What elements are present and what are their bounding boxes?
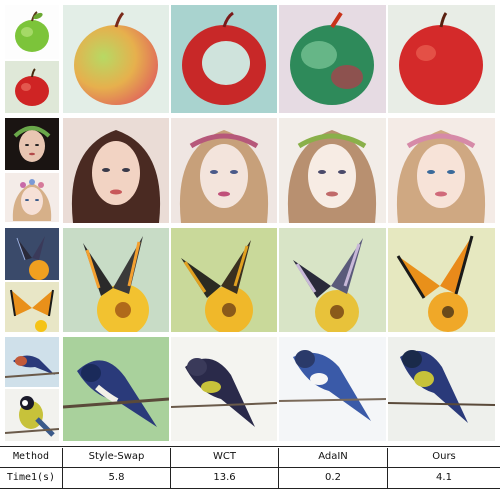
bird-content-image: [5, 337, 59, 387]
table-divider: [387, 448, 388, 488]
time-ours: 4.1: [436, 472, 452, 483]
bird-ours-result: [388, 337, 495, 441]
time-wct: 13.6: [213, 472, 236, 483]
portrait-wct-result: [171, 118, 277, 223]
portrait-style-swap-result: [63, 118, 169, 223]
method-style-swap: Style-Swap: [88, 451, 145, 462]
bird-wct-result: [171, 337, 277, 441]
method-ours: Ours: [432, 451, 456, 462]
method-adain: AdaIN: [318, 451, 348, 462]
table-divider: [62, 448, 63, 488]
portrait-style-image: [5, 173, 59, 222]
apple-wct-result: [171, 5, 277, 113]
butterfly-style-swap-result: [63, 228, 169, 332]
table-mid-rule: [0, 467, 500, 468]
bird-style-image: [5, 389, 59, 441]
apple-ours-result: [388, 5, 495, 113]
apple-style-swap-result: [63, 5, 169, 113]
butterfly-wct-result: [171, 228, 277, 332]
method-header: Method: [12, 451, 50, 462]
butterfly-adain-result: [279, 228, 386, 332]
time-style-swap: 5.8: [108, 472, 125, 483]
portrait-content-image: [5, 118, 59, 170]
table-top-rule: [0, 446, 500, 447]
bird-adain-result: [279, 337, 386, 441]
table-divider: [170, 448, 171, 488]
apple-style-image: [5, 61, 59, 113]
method-wct: WCT: [213, 451, 236, 462]
butterfly-style-image: [5, 282, 59, 332]
apple-adain-result: [279, 5, 386, 113]
time-row-label: Time1(s): [6, 472, 56, 483]
portrait-adain-result: [279, 118, 386, 223]
butterfly-ours-result: [388, 228, 495, 332]
table-bottom-rule: [0, 488, 500, 489]
butterfly-content-image: [5, 228, 59, 280]
time-adain: 0.2: [325, 472, 341, 483]
table-divider: [278, 448, 279, 488]
bird-style-swap-result: [63, 337, 169, 441]
portrait-ours-result: [388, 118, 495, 223]
apple-content-image: [5, 5, 59, 59]
